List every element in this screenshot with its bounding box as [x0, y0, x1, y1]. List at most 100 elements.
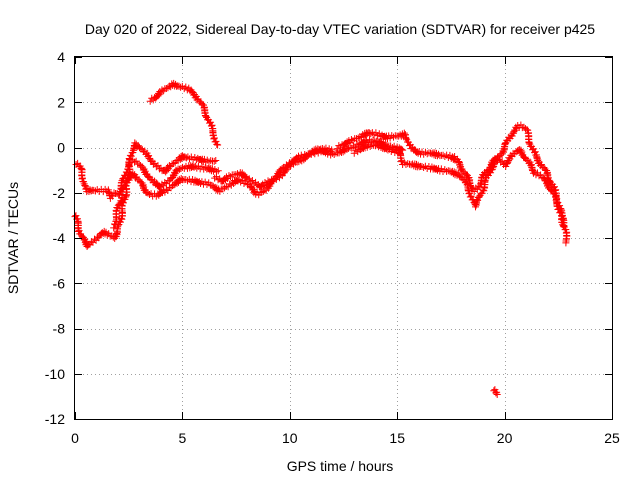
- data-point-marker: [405, 142, 413, 150]
- y-tick-label: 4: [57, 49, 65, 65]
- grid-lines: [75, 57, 612, 419]
- y-tick-label: -4: [53, 230, 66, 246]
- data-point-marker: [81, 181, 89, 189]
- data-point-marker: [420, 164, 428, 172]
- data-point-marker: [127, 152, 135, 160]
- data-point-marker: [531, 148, 539, 156]
- data-point-marker: [523, 126, 531, 134]
- data-point-marker: [77, 164, 85, 172]
- data-point-marker: [525, 139, 533, 147]
- data-point-marker: [259, 188, 267, 196]
- data-point-marker: [371, 142, 379, 150]
- data-point-marker: [224, 175, 232, 183]
- y-tick-label: -8: [53, 321, 66, 337]
- data-point-marker: [103, 231, 111, 239]
- data-point-marker: [158, 86, 166, 94]
- data-point-marker: [517, 146, 525, 154]
- data-point-marker: [284, 162, 292, 170]
- data-point-marker: [560, 221, 568, 229]
- data-point-marker: [333, 145, 341, 153]
- data-point-marker: [346, 138, 354, 146]
- data-point-marker: [163, 166, 171, 174]
- data-point-marker: [464, 174, 472, 182]
- data-point-marker: [198, 157, 206, 165]
- data-point-marker: [123, 169, 131, 177]
- data-point-marker: [110, 189, 118, 197]
- data-point-marker: [175, 178, 183, 186]
- data-point-marker: [531, 168, 539, 176]
- data-point-marker: [198, 99, 206, 107]
- data-point-marker: [214, 176, 222, 184]
- series-outlier: [490, 386, 501, 399]
- data-point-marker: [492, 389, 500, 397]
- data-point-marker: [441, 153, 449, 161]
- data-point-marker: [330, 150, 338, 158]
- data-point-marker: [480, 187, 488, 195]
- series-track-h: [146, 79, 222, 149]
- data-point-marker: [343, 138, 351, 146]
- data-point-marker: [182, 154, 190, 162]
- data-point-marker: [360, 142, 368, 150]
- data-point-marker: [219, 185, 227, 193]
- data-point-marker: [320, 145, 328, 153]
- y-tick-label: 0: [57, 140, 65, 156]
- data-point-marker: [435, 150, 443, 158]
- data-point-marker: [475, 193, 483, 201]
- data-point-marker: [212, 137, 220, 145]
- data-point-marker: [493, 391, 501, 399]
- data-point-marker: [72, 212, 80, 220]
- x-tick-label: 0: [71, 430, 79, 446]
- data-point-marker: [328, 146, 336, 154]
- data-point-marker: [421, 148, 429, 156]
- data-point-marker: [264, 177, 272, 185]
- data-point-marker: [197, 179, 205, 187]
- data-point-marker: [75, 227, 83, 235]
- data-point-marker: [146, 97, 154, 105]
- data-point-marker: [115, 200, 123, 208]
- data-point-marker: [210, 134, 218, 142]
- y-tick-label: -6: [53, 275, 66, 291]
- data-point-marker: [213, 140, 221, 148]
- data-point-marker: [182, 83, 190, 91]
- data-point-marker: [212, 156, 220, 164]
- data-point-marker: [179, 163, 187, 171]
- x-tick-label: 5: [179, 430, 187, 446]
- data-point-marker: [550, 183, 558, 191]
- data-point-marker: [207, 118, 215, 126]
- data-point-marker: [535, 172, 543, 180]
- data-point-marker: [225, 172, 233, 180]
- series-track-d: [211, 144, 336, 191]
- data-point-marker: [492, 155, 500, 163]
- data-point-marker: [354, 134, 362, 142]
- data-point-marker: [387, 147, 395, 155]
- series-track-g: [449, 146, 568, 230]
- data-series: [71, 79, 571, 399]
- data-point-marker: [184, 177, 192, 185]
- data-point-marker: [221, 184, 229, 192]
- data-point-marker: [369, 136, 377, 144]
- data-point-marker: [455, 157, 463, 165]
- x-axis-label: GPS time / hours: [287, 458, 394, 474]
- chart-title: Day 020 of 2022, Sidereal Day-to-day VTE…: [85, 21, 595, 37]
- data-point-marker: [90, 186, 98, 194]
- data-point-marker: [203, 156, 211, 164]
- data-point-marker: [155, 91, 163, 99]
- x-tick-label: 10: [282, 430, 298, 446]
- data-point-marker: [146, 156, 154, 164]
- plot-frame: [74, 56, 613, 420]
- y-tick-label: -2: [53, 185, 66, 201]
- data-point-marker: [131, 139, 139, 147]
- data-point-marker: [400, 129, 408, 137]
- data-point-marker: [347, 135, 355, 143]
- data-point-marker: [390, 133, 398, 141]
- data-point-marker: [177, 174, 185, 182]
- data-point-marker: [210, 157, 218, 165]
- data-point-marker: [131, 158, 139, 166]
- x-tick-label: 15: [389, 430, 405, 446]
- data-point-marker: [111, 221, 119, 229]
- data-point-marker: [110, 224, 118, 232]
- y-axis-label: SDTVAR / TECUs: [5, 182, 21, 294]
- y-tick-label: 2: [57, 94, 65, 110]
- data-point-marker: [474, 196, 482, 204]
